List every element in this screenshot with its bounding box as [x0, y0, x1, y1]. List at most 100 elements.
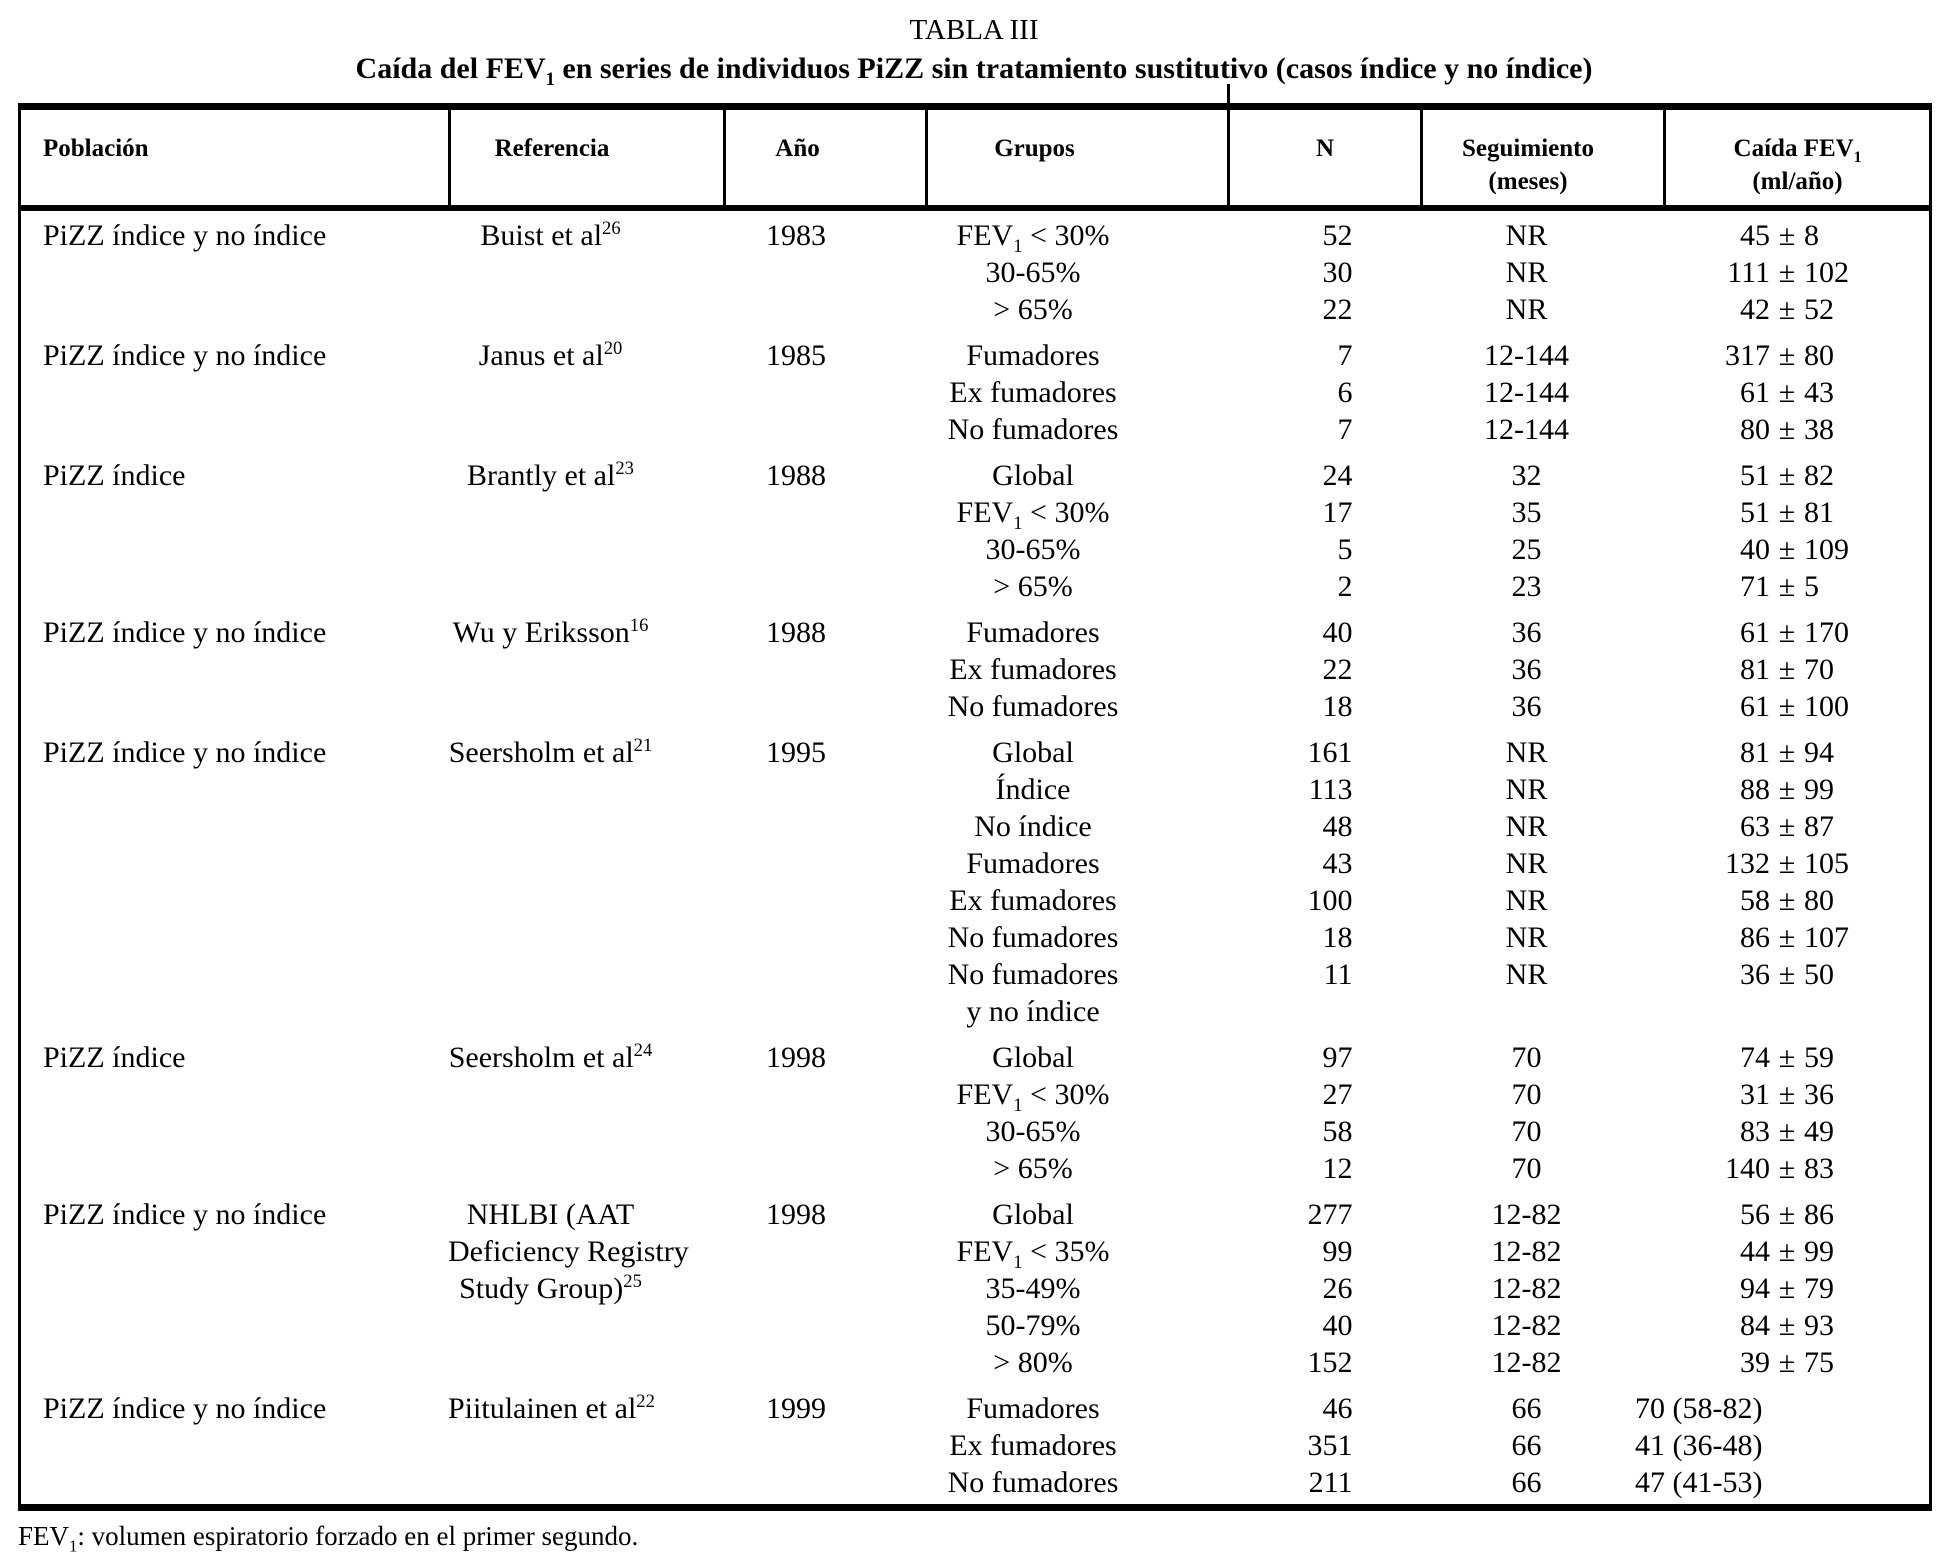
caida-part: ±	[1778, 810, 1796, 843]
n-number: 7	[1337, 339, 1353, 372]
referencia-value: Piitulainen et al22	[448, 1391, 655, 1425]
n-number: 43	[1322, 847, 1353, 880]
cell-n: 46 351 211	[1227, 1390, 1420, 1501]
grupo-value: Ex fumadores	[949, 653, 1117, 686]
cell-seguimiento: 66 66 66	[1420, 1390, 1663, 1501]
caida-range: 70 (58-82)	[1635, 1392, 1763, 1425]
caida-part: 93	[1804, 1309, 1834, 1342]
cell-grupos: Fumadores Ex fumadores No fumadores	[925, 1390, 1227, 1501]
caida-part: ±	[1778, 1041, 1796, 1074]
caida-part: 109	[1804, 533, 1849, 566]
caida-part: 317	[1725, 339, 1770, 372]
study-group: PiZZ índice y no índice NHLBI (AAT Deficie…	[21, 1196, 1929, 1381]
caida-part: 80	[1804, 884, 1834, 917]
cell-referencia: Buist et al26	[448, 217, 723, 328]
n-value: 277	[1227, 1196, 1420, 1233]
table-header-row: Población Referencia Año Grupos N Seguim…	[18, 110, 1932, 205]
seguimiento-value: 12-144	[1484, 413, 1569, 446]
grupo-value: No índice	[974, 810, 1092, 843]
n-number: 22	[1322, 293, 1353, 326]
n-value: 113	[1227, 771, 1420, 808]
grupo-value: FEV1 < 30%	[956, 1078, 1110, 1116]
caida-part: ±	[1778, 736, 1796, 769]
header-separator-rule	[18, 205, 1932, 211]
cell-poblacion: PiZZ índice y no índice	[21, 337, 448, 448]
cell-referencia: Seersholm et al24	[448, 1039, 723, 1187]
n-value: 2	[1227, 568, 1420, 605]
seguimiento-value: 70	[1511, 1078, 1542, 1111]
caida-part: 84	[1740, 1309, 1770, 1342]
caida-part: 99	[1804, 773, 1834, 806]
cell-caida-fev1: 70 (58-82) 41 (36-48) 47 (41-53)	[1635, 1390, 1929, 1501]
n-number: 11	[1323, 958, 1353, 991]
seguimiento-value: NR	[1505, 293, 1548, 326]
n-number: 2	[1337, 570, 1353, 603]
column-header-caida-fev1: Caída FEV1 (ml/año)	[1663, 110, 1929, 205]
grupo-value: Índice	[995, 773, 1071, 806]
caida-value: 70 (58-82)	[1635, 1390, 1929, 1427]
seguimiento-value: 70	[1511, 1041, 1542, 1074]
n-value: 40	[1227, 614, 1420, 651]
cell-seguimiento: 12-82 12-82 12-82 12-82 12-82	[1420, 1196, 1663, 1381]
seguimiento-value: 70	[1511, 1115, 1542, 1148]
grupo-value: Fumadores	[966, 1392, 1100, 1425]
seguimiento-value: NR	[1505, 773, 1548, 806]
cell-grupos: Global Índice No índice Fumadores Ex fumador…	[925, 734, 1227, 1030]
n-value: 22	[1227, 651, 1420, 688]
caida-part: 39	[1740, 1346, 1770, 1379]
n-number: 7	[1337, 413, 1353, 446]
grupo-value: No fumadores	[947, 690, 1119, 723]
n-value: 12	[1227, 1150, 1420, 1187]
n-number: 6	[1337, 376, 1353, 409]
caida-part: 83	[1740, 1115, 1770, 1148]
caida-value: 31 ±36	[1663, 1076, 1929, 1113]
study-group: PiZZ índice Seersholm et al24 1998 Global FE…	[21, 1039, 1929, 1187]
grupo-value: No fumadores	[947, 921, 1119, 954]
cell-ano: 1999	[723, 1390, 925, 1501]
n-number: 48	[1322, 810, 1353, 843]
caida-value: 56 ±86	[1663, 1196, 1929, 1233]
caida-part: 40	[1740, 533, 1770, 566]
caida-part: ±	[1778, 256, 1796, 289]
n-value: 99	[1227, 1233, 1420, 1270]
caida-part: 61	[1740, 690, 1770, 723]
grupo-value: 30-65%	[985, 533, 1081, 566]
referencia-value: NHLBI (AAT	[466, 1198, 635, 1231]
n-value: 17	[1227, 494, 1420, 531]
seguimiento-value: 35	[1511, 496, 1542, 529]
cell-caida-fev1: 74 ±59 31 ±36 83 ±49 140 ±83	[1663, 1039, 1929, 1187]
cell-ano: 1998	[723, 1196, 925, 1381]
referencia-value: Buist et al26	[480, 218, 621, 252]
caida-value: 51 ±82	[1663, 457, 1929, 494]
cell-referencia: Wu y Eriksson16	[448, 614, 723, 725]
grupo-value: Ex fumadores	[949, 884, 1117, 917]
caida-part: ±	[1778, 616, 1796, 649]
column-header-caida-line2: (ml/año)	[1752, 168, 1843, 195]
cell-n: 24 17 5 2	[1227, 457, 1420, 605]
grupo-value: Global	[992, 1041, 1074, 1074]
cell-n: 277 99 26 40 152	[1227, 1196, 1420, 1381]
caida-value: 40 ±109	[1663, 531, 1929, 568]
ano-value: 1998	[766, 1041, 826, 1074]
caida-part: 140	[1725, 1152, 1770, 1185]
caida-part: 59	[1804, 1041, 1834, 1074]
n-number: 12	[1322, 1152, 1353, 1185]
cell-poblacion: PiZZ índice y no índice	[21, 217, 448, 328]
n-number: 24	[1322, 459, 1353, 492]
n-value: 43	[1227, 845, 1420, 882]
caida-part: 94	[1740, 1272, 1770, 1305]
column-header-caida-line1: Caída FEV1	[1733, 135, 1862, 166]
caida-part: 79	[1804, 1272, 1834, 1305]
n-value: 48	[1227, 808, 1420, 845]
caida-part: 31	[1740, 1078, 1770, 1111]
caida-range: 47 (41-53)	[1635, 1466, 1763, 1499]
n-number: 5	[1337, 533, 1353, 566]
grupo-value: Ex fumadores	[949, 376, 1117, 409]
caida-part: ±	[1778, 1198, 1796, 1231]
column-header-referencia: Referencia	[448, 110, 723, 205]
n-number: 99	[1322, 1235, 1353, 1268]
ano-value: 1999	[766, 1392, 826, 1425]
cell-caida-fev1: 45 ±8 111 ±102 42 ±52	[1663, 217, 1929, 328]
caida-part: 8	[1804, 219, 1819, 252]
caida-part: ±	[1778, 219, 1796, 252]
